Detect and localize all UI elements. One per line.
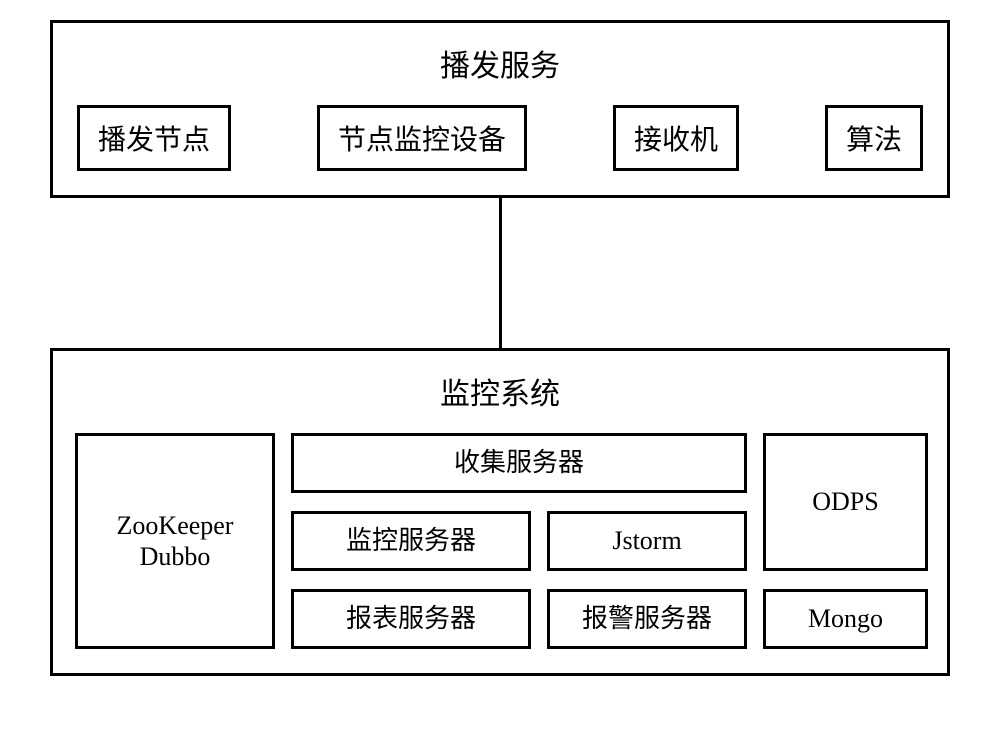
zookeeper-dubbo-box: ZooKeeper Dubbo xyxy=(75,433,275,649)
monitoring-grid: ZooKeeper Dubbo 收集服务器 监控服务器 Jstorm 报表服务器… xyxy=(75,433,925,649)
odps-box: ODPS xyxy=(763,433,928,571)
monitor-server-box: 监控服务器 xyxy=(291,511,531,571)
diagram-container: 播发服务 播发节点 节点监控设备 接收机 算法 监控系统 ZooKeeper D… xyxy=(50,20,950,676)
report-server-box: 报表服务器 xyxy=(291,589,531,649)
dubbo-label: Dubbo xyxy=(140,542,211,571)
mongo-box: Mongo xyxy=(763,589,928,649)
broadcast-service-title: 播发服务 xyxy=(77,41,923,85)
receiver-box: 接收机 xyxy=(613,105,739,171)
jstorm-box: Jstorm xyxy=(547,511,747,571)
monitoring-system-title: 监控系统 xyxy=(75,369,925,413)
monitoring-system-box: 监控系统 ZooKeeper Dubbo 收集服务器 监控服务器 Jstorm … xyxy=(50,348,950,676)
collect-server-box: 收集服务器 xyxy=(291,433,747,493)
broadcast-service-box: 播发服务 播发节点 节点监控设备 接收机 算法 xyxy=(50,20,950,198)
algorithm-box: 算法 xyxy=(825,105,923,171)
node-monitor-device-box: 节点监控设备 xyxy=(317,105,527,171)
alarm-server-box: 报警服务器 xyxy=(547,589,747,649)
broadcast-items-row: 播发节点 节点监控设备 接收机 算法 xyxy=(77,105,923,171)
connector-line xyxy=(499,198,502,348)
zookeeper-label: ZooKeeper xyxy=(117,511,234,540)
broadcast-node-box: 播发节点 xyxy=(77,105,231,171)
